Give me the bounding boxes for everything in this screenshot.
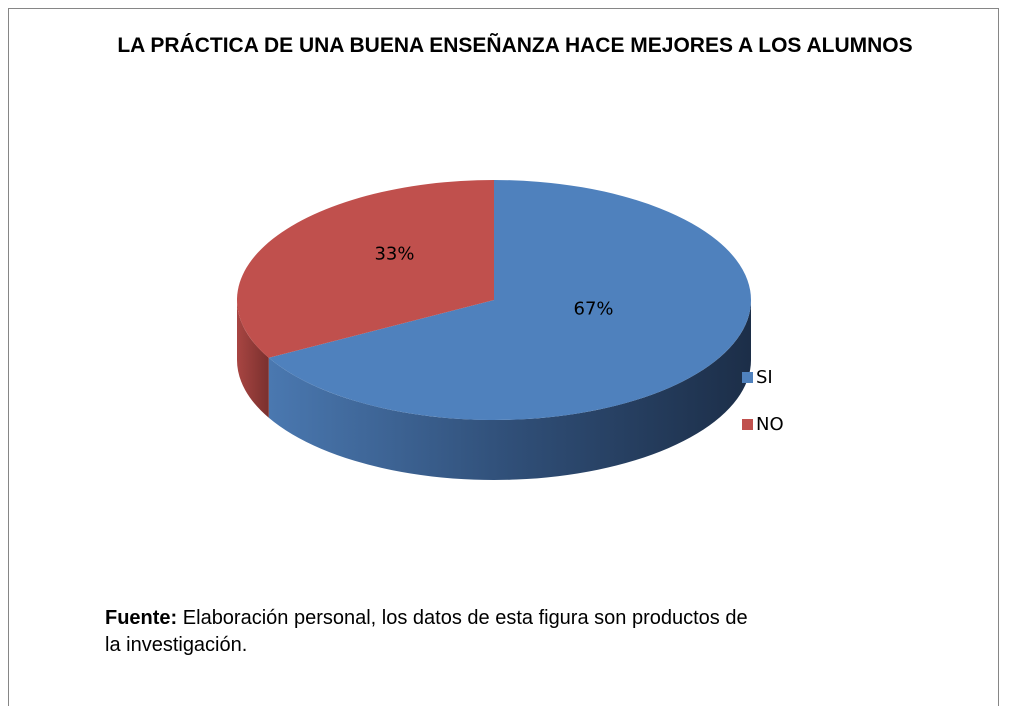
legend-swatch bbox=[742, 419, 753, 430]
legend-label: NO bbox=[756, 414, 784, 435]
data-label: 33% bbox=[374, 244, 414, 265]
slice-side bbox=[268, 300, 751, 481]
legend-label: SI bbox=[756, 367, 773, 388]
slice bbox=[236, 180, 494, 358]
data-label: 67% bbox=[574, 298, 614, 319]
footnote-text: Elaboración personal, los datos de esta … bbox=[105, 607, 748, 656]
chart-title: LA PRÁCTICA DE UNA BUENA ENSEÑANZA HACE … bbox=[117, 34, 913, 57]
legend-swatch bbox=[742, 372, 753, 383]
slice bbox=[268, 180, 752, 421]
slice-side bbox=[237, 300, 269, 418]
footnote: Fuente: Elaboración personal, los datos … bbox=[105, 605, 765, 659]
footnote-label: Fuente: bbox=[105, 607, 178, 629]
chart-frame bbox=[8, 8, 999, 706]
